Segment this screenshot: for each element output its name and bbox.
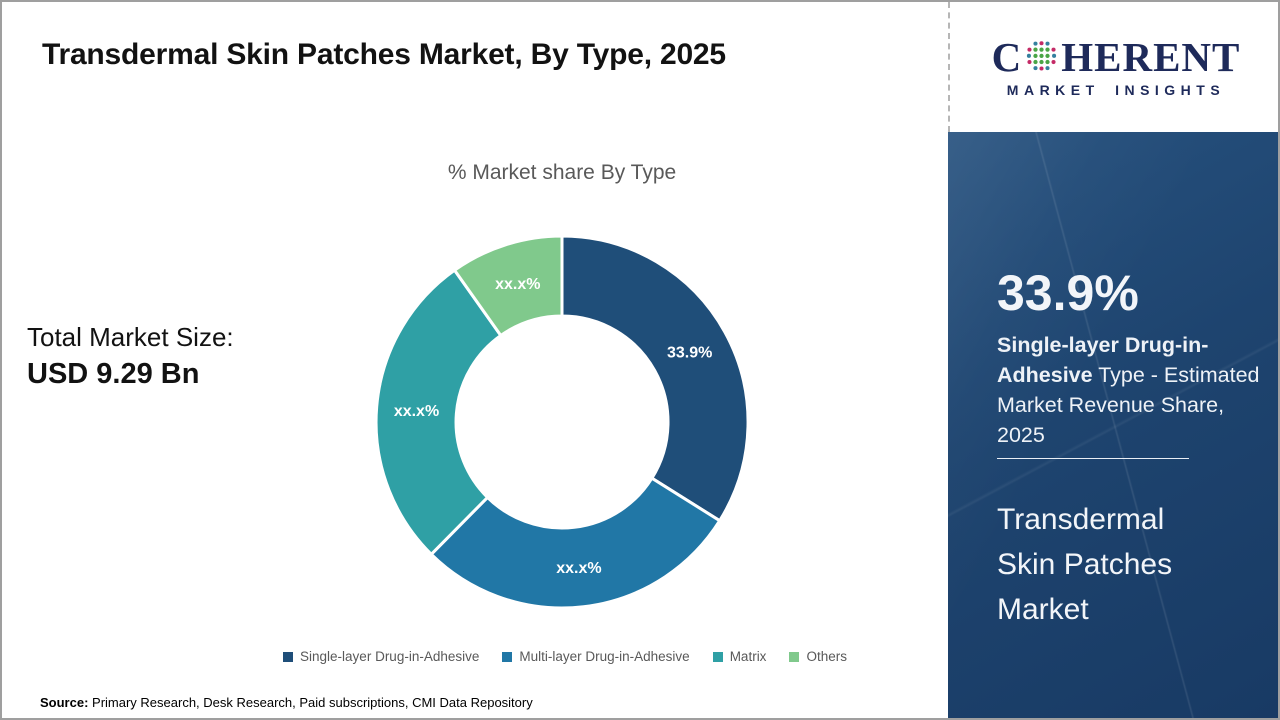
donut-segment-label: xx.x%: [495, 276, 540, 293]
source-label: Source:: [40, 695, 89, 710]
legend-marker-icon: [502, 651, 513, 662]
legend-label: Matrix: [729, 649, 767, 664]
donut-segment-2: [429, 476, 722, 610]
sidebar-divider: [997, 458, 1189, 459]
legend-marker-icon: [283, 651, 294, 662]
source-note: Source: Primary Research, Desk Research,…: [40, 695, 533, 710]
donut-segment-label: 33.9%: [667, 344, 712, 361]
legend-item: Others: [789, 649, 847, 664]
total-market-size-value: USD 9.29 Bn: [27, 358, 200, 390]
donut-segment-3: [374, 268, 503, 557]
globe-dots-icon: [1027, 40, 1057, 71]
legend-label: Multi-layer Drug-in-Adhesive: [519, 649, 690, 664]
logo-tagline: MARKET INSIGHTS: [1006, 81, 1226, 98]
legend-item: Single-layer Drug-in-Adhesive: [283, 649, 479, 664]
highlight-sidebar: 33.9% Single-layer Drug-in-Adhesive Type…: [948, 132, 1278, 718]
legend-item: Multi-layer Drug-in-Adhesive: [502, 649, 690, 664]
donut-chart-svg: 33.9% xx.x% xx.x% xx.x%: [374, 234, 750, 610]
logo-name: HERENT: [1061, 33, 1241, 80]
logo-letter: C: [991, 33, 1023, 80]
legend-label: Single-layer Drug-in-Adhesive: [300, 649, 480, 664]
legend-marker-icon: [712, 651, 723, 662]
legend-marker-icon: [789, 651, 800, 662]
source-text: Primary Research, Desk Research, Paid su…: [88, 695, 533, 710]
highlight-segment-name: Single-layer Drug-in-Adhesive: [997, 333, 1209, 387]
donut-segment-1: [560, 234, 750, 523]
highlight-description-rest: Type - Estimated Market Revenue Share, 2…: [997, 363, 1260, 447]
donut-segment-4: [452, 234, 564, 338]
donut-segment-label: xx.x%: [394, 403, 439, 420]
chart-legend: Single-layer Drug-in-Adhesive Multi-layer…: [180, 649, 950, 664]
legend-item: Matrix: [712, 649, 767, 664]
highlight-stat-value: 33.9%: [997, 265, 1139, 321]
donut-chart: 33.9% xx.x% xx.x% xx.x%: [330, 190, 794, 654]
donut-segment-label: xx.x%: [556, 560, 601, 577]
brand-logo-wordmark: C HERENT: [991, 33, 1241, 80]
legend-label: Others: [806, 649, 847, 664]
chart-title: % Market share By Type: [447, 161, 677, 184]
total-market-size-label: Total Market Size:: [27, 322, 234, 352]
brand-logo: C HERENT MARKET INSIGHTS: [948, 2, 1278, 132]
highlight-stat-description: Single-layer Drug-in-Adhesive Type - Est…: [997, 330, 1263, 450]
page-title: Transdermal Skin Patches Market, By Type…: [42, 38, 726, 71]
sidebar-market-name: Transdermal Skin Patches Market: [997, 503, 1173, 626]
total-market-size: Total Market Size: USD 9.29 Bn: [27, 322, 234, 391]
